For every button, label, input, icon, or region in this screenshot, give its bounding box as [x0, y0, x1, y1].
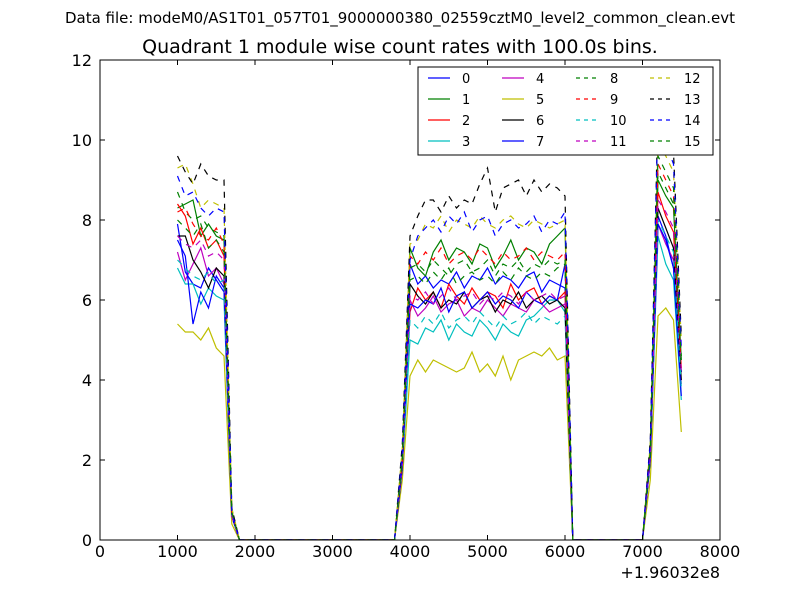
series-4-line: [176, 223, 682, 540]
series-14-line: [176, 115, 682, 540]
series-8-line: [176, 171, 682, 540]
series-10-line: [177, 219, 682, 540]
x-tick-label: 8000: [700, 542, 741, 561]
series-2-line: [176, 191, 682, 540]
y-tick-label: 10: [72, 131, 92, 150]
legend-box: [417, 66, 714, 156]
x-tick-label: 4000: [390, 542, 431, 561]
y-tick-label: 0: [82, 531, 92, 550]
y-tick-label: 2: [82, 451, 92, 470]
legend-label-5: 5: [536, 93, 544, 108]
x-tick-label: 1000: [157, 542, 198, 561]
data-file-label: Data file: modeM0/AS1T01_057T01_90000003…: [64, 9, 736, 27]
legend-label-1: 1: [462, 93, 470, 108]
x-tick-label: 6000: [545, 542, 586, 561]
series-12-line: [177, 142, 682, 540]
legend-label-13: 13: [684, 93, 701, 108]
legend-label-11: 11: [610, 135, 627, 150]
x-tick-label: 3000: [312, 542, 353, 561]
series-11-line: [177, 198, 682, 540]
legend-label-7: 7: [536, 135, 544, 150]
series-3-line: [176, 235, 682, 540]
y-tick-label: 6: [82, 291, 92, 310]
y-tick-label: 8: [82, 211, 92, 230]
series-0-line: [176, 215, 682, 540]
legend-label-6: 6: [536, 114, 544, 129]
legend-label-2: 2: [462, 114, 470, 129]
legend-label-15: 15: [684, 135, 701, 150]
legend-label-0: 0: [462, 72, 470, 87]
legend-label-9: 9: [610, 93, 618, 108]
legend-label-14: 14: [684, 114, 701, 129]
x-tick-label: 2000: [235, 542, 276, 561]
legend-label-12: 12: [684, 72, 701, 87]
series-6-line: [177, 207, 682, 540]
series-13-line: [176, 107, 682, 540]
y-tick-label: 4: [82, 371, 92, 390]
chart-title: Quadrant 1 module wise count rates with …: [142, 36, 658, 58]
legend-label-4: 4: [536, 72, 544, 87]
legend-label-8: 8: [610, 72, 618, 87]
legend-label-10: 10: [610, 114, 627, 129]
axis-ticks: 0 1000 2000 3000 4000 5000 6000 7000 80000246810…: [72, 51, 741, 561]
x-tick-label: 5000: [467, 542, 508, 561]
series-layer: [176, 107, 682, 540]
x-tick-label: 7000: [622, 542, 663, 561]
series-9-line: [177, 163, 682, 540]
series-7-line: [176, 223, 682, 540]
series-1-line: [177, 179, 682, 540]
series-15-line: [177, 155, 682, 540]
x-offset-label: +1.96032e8: [620, 563, 720, 582]
y-tick-label: 12: [72, 51, 92, 70]
series-5-line: [177, 307, 682, 540]
legend-label-3: 3: [462, 135, 470, 150]
x-tick-label: 0: [95, 542, 105, 561]
